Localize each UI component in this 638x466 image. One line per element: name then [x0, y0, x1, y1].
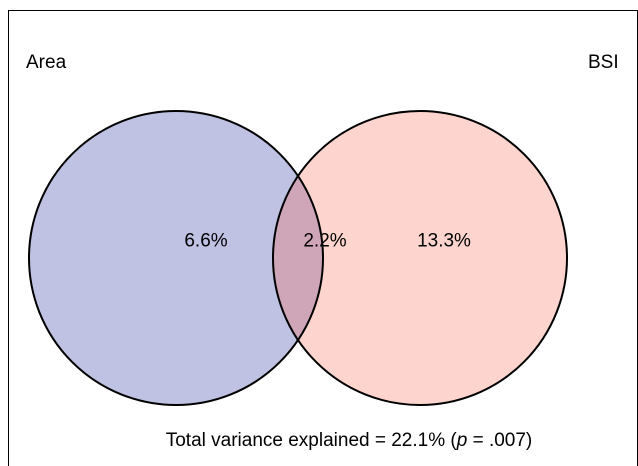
set-label-area: Area [26, 52, 67, 73]
venn-circle-bsi-outline [272, 110, 568, 406]
venn-circle-area-outline [28, 110, 324, 406]
region-label-bsi-only: 13.3% [417, 230, 471, 252]
caption-p-symbol: p [456, 430, 468, 451]
variance-caption: Total variance explained = 22.1% (p = .0… [0, 430, 638, 452]
region-label-area-only: 6.6% [184, 230, 228, 252]
region-label-overlap: 2.2% [303, 230, 347, 252]
venn-circle-area [29, 111, 323, 405]
venn-circle-bsi [273, 111, 567, 405]
caption-suffix: = .007) [467, 430, 533, 451]
set-label-bsi: BSI [588, 52, 619, 73]
caption-prefix: Total variance explained = 22.1% ( [165, 430, 457, 451]
